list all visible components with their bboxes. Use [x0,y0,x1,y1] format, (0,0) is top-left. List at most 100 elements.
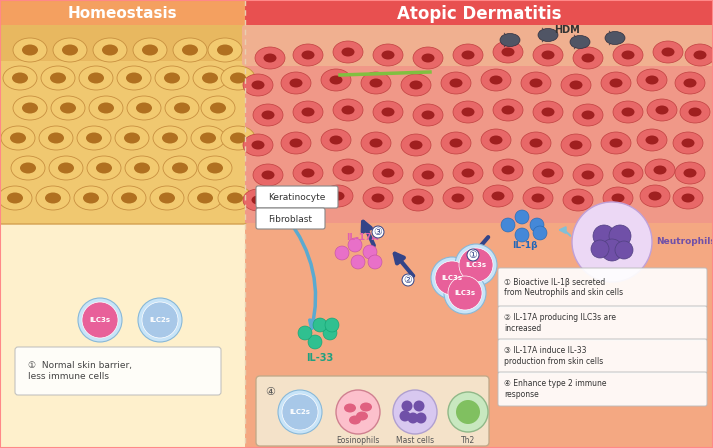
Ellipse shape [490,135,503,145]
Ellipse shape [689,108,702,116]
Circle shape [431,257,473,299]
Ellipse shape [198,156,232,180]
Ellipse shape [461,168,474,177]
Ellipse shape [603,187,633,209]
Text: Neutrophils: Neutrophils [656,237,713,246]
Ellipse shape [449,138,463,147]
Ellipse shape [521,132,551,154]
Ellipse shape [102,44,118,56]
Ellipse shape [193,66,227,90]
Ellipse shape [302,51,314,60]
Ellipse shape [685,44,713,66]
Ellipse shape [421,171,434,180]
Circle shape [351,255,365,269]
Ellipse shape [210,103,226,113]
Text: ④: ④ [265,387,275,397]
Ellipse shape [243,74,273,96]
Ellipse shape [0,186,32,210]
Ellipse shape [570,35,590,48]
Ellipse shape [88,73,104,83]
Text: IL-17A: IL-17A [346,233,379,241]
Ellipse shape [441,72,471,94]
Ellipse shape [58,163,74,173]
Circle shape [515,228,529,242]
Ellipse shape [321,69,351,91]
Ellipse shape [262,111,275,120]
Ellipse shape [403,189,433,211]
Circle shape [414,401,424,412]
Ellipse shape [13,38,47,62]
Ellipse shape [673,187,703,209]
Ellipse shape [329,76,342,85]
Ellipse shape [96,163,112,173]
Ellipse shape [20,163,36,173]
Ellipse shape [538,29,558,42]
Ellipse shape [421,111,434,120]
Ellipse shape [173,38,207,62]
Ellipse shape [127,96,161,120]
Ellipse shape [11,156,45,180]
Ellipse shape [208,38,242,62]
Circle shape [530,218,544,232]
FancyBboxPatch shape [256,186,338,208]
Circle shape [278,390,322,434]
Ellipse shape [188,186,222,210]
Circle shape [615,241,633,259]
Circle shape [572,202,652,282]
Ellipse shape [493,41,523,63]
FancyBboxPatch shape [498,339,707,373]
Text: ①  Normal skin barrier,
less immune cells: ① Normal skin barrier, less immune cells [28,361,132,381]
Ellipse shape [252,81,265,90]
Ellipse shape [79,66,113,90]
Ellipse shape [612,194,625,202]
Ellipse shape [342,105,354,115]
Ellipse shape [115,126,149,150]
Circle shape [335,246,349,260]
Ellipse shape [87,156,121,180]
Ellipse shape [136,103,152,113]
Ellipse shape [281,132,311,154]
Ellipse shape [490,76,503,85]
Ellipse shape [373,162,403,184]
Ellipse shape [264,53,277,63]
Ellipse shape [48,133,64,143]
Ellipse shape [1,126,35,150]
Ellipse shape [155,66,189,90]
Ellipse shape [533,101,563,123]
Circle shape [601,239,623,261]
Ellipse shape [373,44,403,66]
Circle shape [138,298,182,342]
Ellipse shape [121,193,137,203]
Circle shape [363,245,377,259]
FancyBboxPatch shape [498,372,707,406]
Ellipse shape [601,132,631,154]
Ellipse shape [605,31,625,44]
Ellipse shape [684,78,697,87]
Ellipse shape [227,193,243,203]
Ellipse shape [541,51,555,60]
Circle shape [448,392,488,432]
Ellipse shape [563,189,593,211]
Ellipse shape [573,47,603,69]
Ellipse shape [411,195,424,204]
FancyBboxPatch shape [242,25,713,66]
Ellipse shape [655,105,669,115]
Circle shape [348,238,362,252]
Ellipse shape [421,53,434,63]
Ellipse shape [461,108,474,116]
Ellipse shape [413,47,443,69]
Ellipse shape [461,51,474,60]
Ellipse shape [93,38,127,62]
Ellipse shape [363,187,393,209]
Ellipse shape [530,138,543,147]
Ellipse shape [221,66,255,90]
Ellipse shape [622,168,635,177]
Ellipse shape [401,134,431,156]
Text: ②: ② [404,275,412,285]
Ellipse shape [12,73,28,83]
Ellipse shape [333,99,363,121]
FancyBboxPatch shape [245,0,713,448]
Ellipse shape [150,186,184,210]
Ellipse shape [98,103,114,113]
Ellipse shape [645,159,675,181]
